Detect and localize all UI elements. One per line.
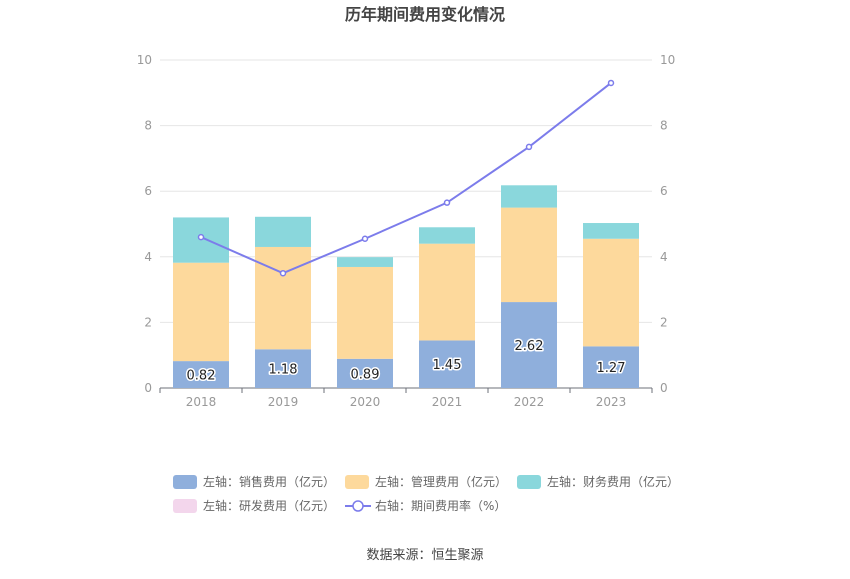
bar-segment: [583, 238, 639, 347]
x-tick-label: 2020: [350, 395, 381, 409]
x-tick-label: 2019: [268, 395, 299, 409]
left-tick-label: 2: [144, 315, 152, 329]
legend-swatch-icon: [173, 475, 197, 489]
legend-swatch-icon: [173, 499, 197, 513]
legend: 左轴：销售费用（亿元） 左轴：管理费用（亿元） 左轴：财务费用（亿元） 左轴：研发费用…: [173, 474, 679, 513]
bar-segment: [173, 262, 229, 362]
left-tick-label: 4: [144, 250, 152, 264]
right-tick-label: 4: [660, 250, 668, 264]
bar-data-label: 2.62: [515, 339, 544, 354]
bar-segment: [255, 216, 311, 247]
axis-layer: 0 2 4 6 8 10 0 2 4 6 8 10 2018 2019 2020 2021 2022 2023: [137, 53, 676, 409]
bar-segment: [419, 227, 475, 244]
legend-label: 左轴：研发费用（亿元）: [203, 498, 335, 513]
bar-data-label: 0.89: [351, 367, 380, 382]
bar-segment: [501, 302, 557, 388]
line-layer: [197, 79, 615, 277]
legend-swatch-icon: [517, 475, 541, 489]
bar-segment: [583, 346, 639, 388]
bar-segment: [337, 257, 393, 267]
source-note: 数据来源：恒生聚源: [366, 548, 483, 563]
left-tick-label: 10: [137, 53, 152, 67]
rate-point: [443, 199, 451, 206]
bar-data-label: 0.82: [187, 369, 216, 384]
legend-circle-icon: [352, 500, 364, 512]
left-tick-label: 8: [144, 119, 152, 133]
x-tick-label: 2023: [596, 395, 627, 409]
x-tick-label: 2021: [432, 395, 463, 409]
grid-layer: [160, 59, 652, 323]
rate-point: [607, 79, 615, 87]
bar-segment: [255, 349, 311, 388]
right-tick-label: 6: [660, 184, 668, 198]
rate-point: [197, 233, 205, 241]
bar-segment: [419, 243, 475, 341]
bar-data-label: 1.18: [269, 363, 298, 378]
left-tick-label: 6: [144, 184, 152, 198]
right-tick-label: 0: [660, 381, 668, 395]
rate-point: [279, 269, 287, 277]
x-tick-label: 2018: [186, 395, 217, 409]
bar-segment: [337, 358, 393, 388]
bar-segment: [501, 185, 557, 208]
right-tick-label: 8: [660, 119, 668, 133]
legend-label: 左轴：管理费用（亿元）: [375, 474, 507, 489]
x-tick-label: 2022: [514, 395, 545, 409]
legend-label: 左轴：财务费用（亿元）: [547, 474, 679, 489]
legend-swatch-icon: [345, 475, 369, 489]
legend-label: 左轴：销售费用（亿元）: [203, 474, 335, 489]
label-layer: 0.82 1.18 0.89 1.45 2.62 1.27: [185, 338, 627, 386]
right-tick-label: 2: [660, 315, 668, 329]
left-tick-label: 0: [144, 381, 152, 395]
bar-layer: [173, 185, 639, 388]
bar-segment: [255, 246, 311, 350]
bar-segment: [173, 361, 229, 388]
bar-data-label: 1.45: [433, 358, 462, 373]
right-tick-label: 10: [660, 53, 675, 67]
bar-segment: [583, 223, 639, 239]
bar-segment: [501, 207, 557, 303]
legend-label: 右轴：期间费用率（%）: [375, 498, 506, 513]
bar-segment: [419, 340, 475, 388]
rate-line: [200, 82, 612, 275]
bar-segment: [337, 266, 393, 359]
rate-point: [361, 235, 369, 243]
chart-title: 历年期间费用变化情况: [345, 5, 505, 24]
bar-data-label: 1.27: [597, 361, 626, 376]
rate-point: [525, 143, 533, 151]
